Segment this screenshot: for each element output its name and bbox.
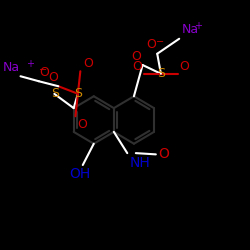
Text: +: + [194, 21, 202, 31]
Text: O: O [158, 147, 169, 161]
Text: O: O [78, 118, 87, 130]
Text: S: S [52, 88, 60, 100]
Text: OH: OH [70, 168, 91, 181]
Text: O: O [39, 66, 49, 79]
Text: −: − [156, 37, 164, 47]
Text: NH: NH [130, 156, 150, 170]
Text: O: O [179, 60, 189, 72]
Text: S: S [74, 87, 82, 100]
Text: +: + [26, 59, 34, 69]
Text: O: O [132, 50, 141, 63]
Text: −: − [39, 65, 47, 75]
Text: O: O [146, 38, 156, 51]
Text: S: S [157, 67, 165, 80]
Text: O: O [133, 60, 142, 72]
Text: O: O [83, 57, 93, 70]
Text: O: O [48, 71, 58, 84]
Text: Na: Na [3, 61, 20, 74]
Text: Na: Na [182, 23, 199, 36]
